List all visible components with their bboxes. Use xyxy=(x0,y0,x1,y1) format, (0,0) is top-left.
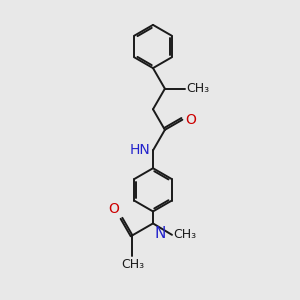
Text: CH₃: CH₃ xyxy=(187,82,210,95)
Text: CH₃: CH₃ xyxy=(173,228,196,241)
Text: N: N xyxy=(154,226,166,241)
Text: O: O xyxy=(109,202,119,216)
Text: CH₃: CH₃ xyxy=(121,258,144,271)
Text: O: O xyxy=(185,113,196,127)
Text: HN: HN xyxy=(130,143,151,158)
